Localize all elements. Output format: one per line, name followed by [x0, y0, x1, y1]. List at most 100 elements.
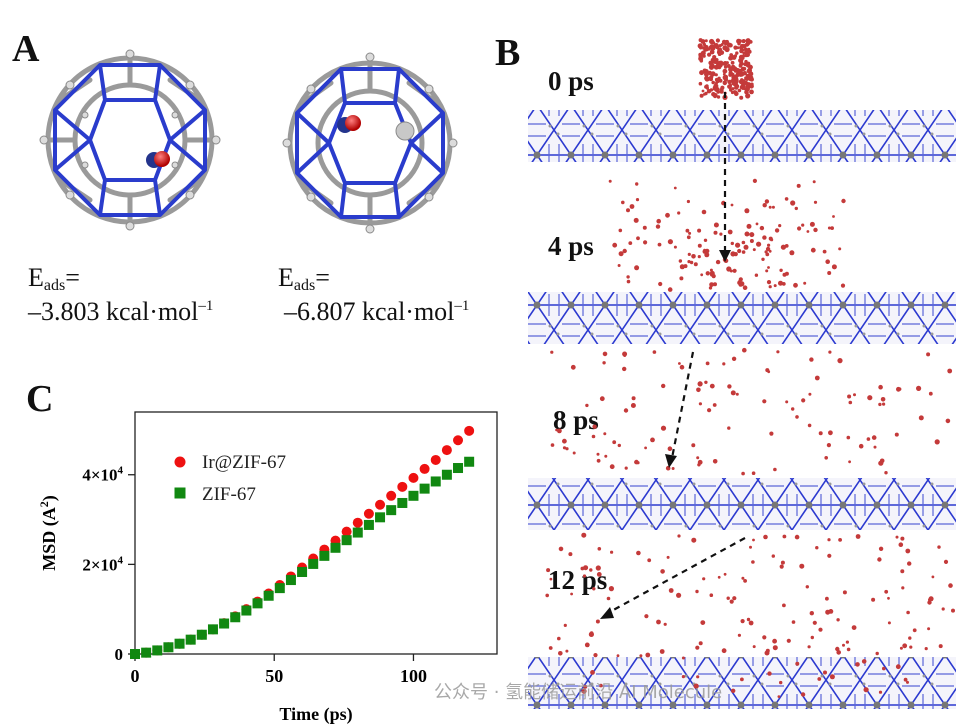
gas-molecule — [626, 208, 630, 213]
gas-molecule — [855, 534, 861, 539]
gas-molecule — [725, 61, 729, 65]
gas-molecule — [871, 597, 876, 602]
gas-molecule — [708, 286, 713, 290]
data-point-zif67 — [130, 649, 140, 659]
gas-molecule — [549, 577, 553, 581]
data-point-ir-zif67 — [363, 508, 374, 519]
gas-molecule — [696, 387, 701, 393]
panel-a-letter: A — [12, 28, 40, 70]
gas-molecule — [660, 569, 665, 574]
gas-molecule — [691, 537, 697, 543]
gas-molecule — [814, 375, 820, 381]
gas-molecule — [713, 83, 719, 89]
data-point-zif67 — [196, 629, 207, 640]
gas-molecule — [756, 241, 762, 247]
gas-molecule — [696, 675, 700, 679]
gas-molecule — [714, 44, 720, 50]
gas-molecule — [563, 623, 567, 628]
data-point-zif67 — [319, 550, 330, 561]
gas-molecule — [764, 199, 770, 204]
gas-molecule — [635, 198, 640, 202]
co2-molecule-icon — [146, 151, 170, 168]
gas-molecule — [722, 72, 726, 76]
gas-molecule — [621, 200, 625, 205]
data-point-ir-zif67 — [386, 490, 397, 501]
gas-molecule — [650, 437, 655, 443]
legend-label-ir-zif67: Ir@ZIF-67 — [202, 452, 286, 473]
gas-molecule — [818, 627, 823, 632]
gas-molecule — [745, 93, 751, 99]
gas-molecule — [784, 244, 789, 248]
gas-molecule — [709, 38, 715, 45]
gas-molecule — [813, 227, 818, 233]
gas-molecule — [912, 628, 917, 633]
gas-molecule — [773, 284, 777, 288]
gas-molecule — [730, 390, 736, 396]
gas-molecule — [846, 647, 851, 652]
gas-molecule — [779, 680, 783, 685]
gas-molecule — [712, 403, 717, 407]
gas-molecule — [822, 249, 827, 254]
gas-molecule — [606, 596, 611, 601]
gas-molecule — [947, 368, 953, 374]
gas-molecule — [623, 408, 629, 413]
gas-molecule — [589, 631, 594, 635]
gas-molecule — [794, 534, 800, 540]
gas-molecule — [748, 75, 754, 80]
gas-molecule — [716, 87, 720, 91]
gas-molecule — [767, 266, 770, 269]
gas-molecule — [887, 621, 891, 625]
gas-molecule — [716, 62, 721, 67]
gas-molecule — [697, 381, 703, 387]
gas-molecule — [846, 435, 851, 440]
gas-molecule — [735, 51, 739, 55]
gas-molecule — [596, 458, 601, 463]
gas-molecule — [735, 392, 739, 396]
gas-molecule — [604, 454, 608, 458]
co2-molecule-icon — [337, 115, 361, 133]
gas-molecule — [698, 641, 703, 646]
time-label-0ps: 0 ps — [548, 66, 594, 96]
gas-molecule — [741, 39, 746, 44]
gas-molecule — [726, 42, 732, 48]
gas-molecule — [751, 560, 755, 564]
zif-cage-structure-1 — [39, 49, 221, 231]
gas-molecule — [875, 651, 879, 656]
gas-molecule — [697, 463, 701, 467]
gas-molecule — [673, 186, 677, 190]
gas-molecule — [698, 55, 703, 60]
gas-molecule — [742, 51, 746, 55]
gas-molecule — [782, 603, 786, 608]
gas-molecule — [829, 674, 835, 680]
gas-molecule — [740, 677, 744, 682]
data-point-zif67 — [285, 575, 296, 586]
data-point-zif67 — [230, 612, 241, 623]
gas-molecule — [770, 238, 774, 242]
data-point-zif67 — [207, 624, 218, 635]
gas-molecule — [701, 89, 705, 93]
gas-molecule — [855, 662, 860, 667]
gas-molecule — [602, 351, 608, 357]
gas-molecule — [681, 656, 685, 660]
gas-molecule — [878, 546, 884, 551]
gas-molecule — [762, 635, 767, 640]
gas-molecule — [608, 586, 614, 592]
zif-membrane-slab-4 — [528, 657, 956, 709]
gas-molecule — [772, 638, 777, 644]
gas-molecule — [823, 670, 827, 675]
gas-molecule — [903, 677, 908, 682]
gas-molecule — [698, 38, 703, 43]
y-tick-label: 0 — [115, 645, 124, 664]
gas-molecule — [734, 90, 738, 94]
gas-molecule — [745, 86, 750, 92]
gas-molecule — [572, 451, 576, 455]
gas-molecule — [700, 50, 706, 56]
gas-molecule — [716, 50, 721, 55]
gas-molecule — [780, 560, 785, 565]
gas-molecule — [591, 434, 596, 439]
gas-molecule — [878, 402, 882, 407]
gas-molecule — [709, 44, 715, 49]
gas-molecule — [727, 384, 732, 389]
gas-molecule — [827, 538, 831, 542]
gas-molecule — [767, 671, 772, 676]
